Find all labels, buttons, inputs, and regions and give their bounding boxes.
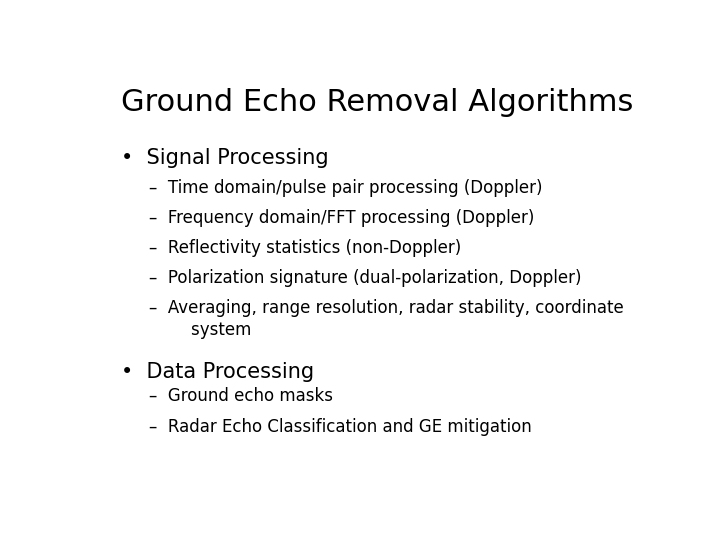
Text: –  Time domain/pulse pair processing (Doppler): – Time domain/pulse pair processing (Dop… — [148, 179, 542, 197]
Text: –  Frequency domain/FFT processing (Doppler): – Frequency domain/FFT processing (Doppl… — [148, 209, 534, 227]
Text: •  Data Processing: • Data Processing — [121, 362, 314, 382]
Text: –  Averaging, range resolution, radar stability, coordinate
        system: – Averaging, range resolution, radar sta… — [148, 299, 624, 339]
Text: •  Signal Processing: • Signal Processing — [121, 148, 328, 168]
Text: –  Radar Echo Classification and GE mitigation: – Radar Echo Classification and GE mitig… — [148, 418, 531, 436]
Text: –  Polarization signature (dual-polarization, Doppler): – Polarization signature (dual-polarizat… — [148, 269, 581, 287]
Text: –  Ground echo masks: – Ground echo masks — [148, 387, 333, 405]
Text: –  Reflectivity statistics (non-Doppler): – Reflectivity statistics (non-Doppler) — [148, 239, 461, 257]
Text: Ground Echo Removal Algorithms: Ground Echo Removal Algorithms — [121, 87, 633, 117]
